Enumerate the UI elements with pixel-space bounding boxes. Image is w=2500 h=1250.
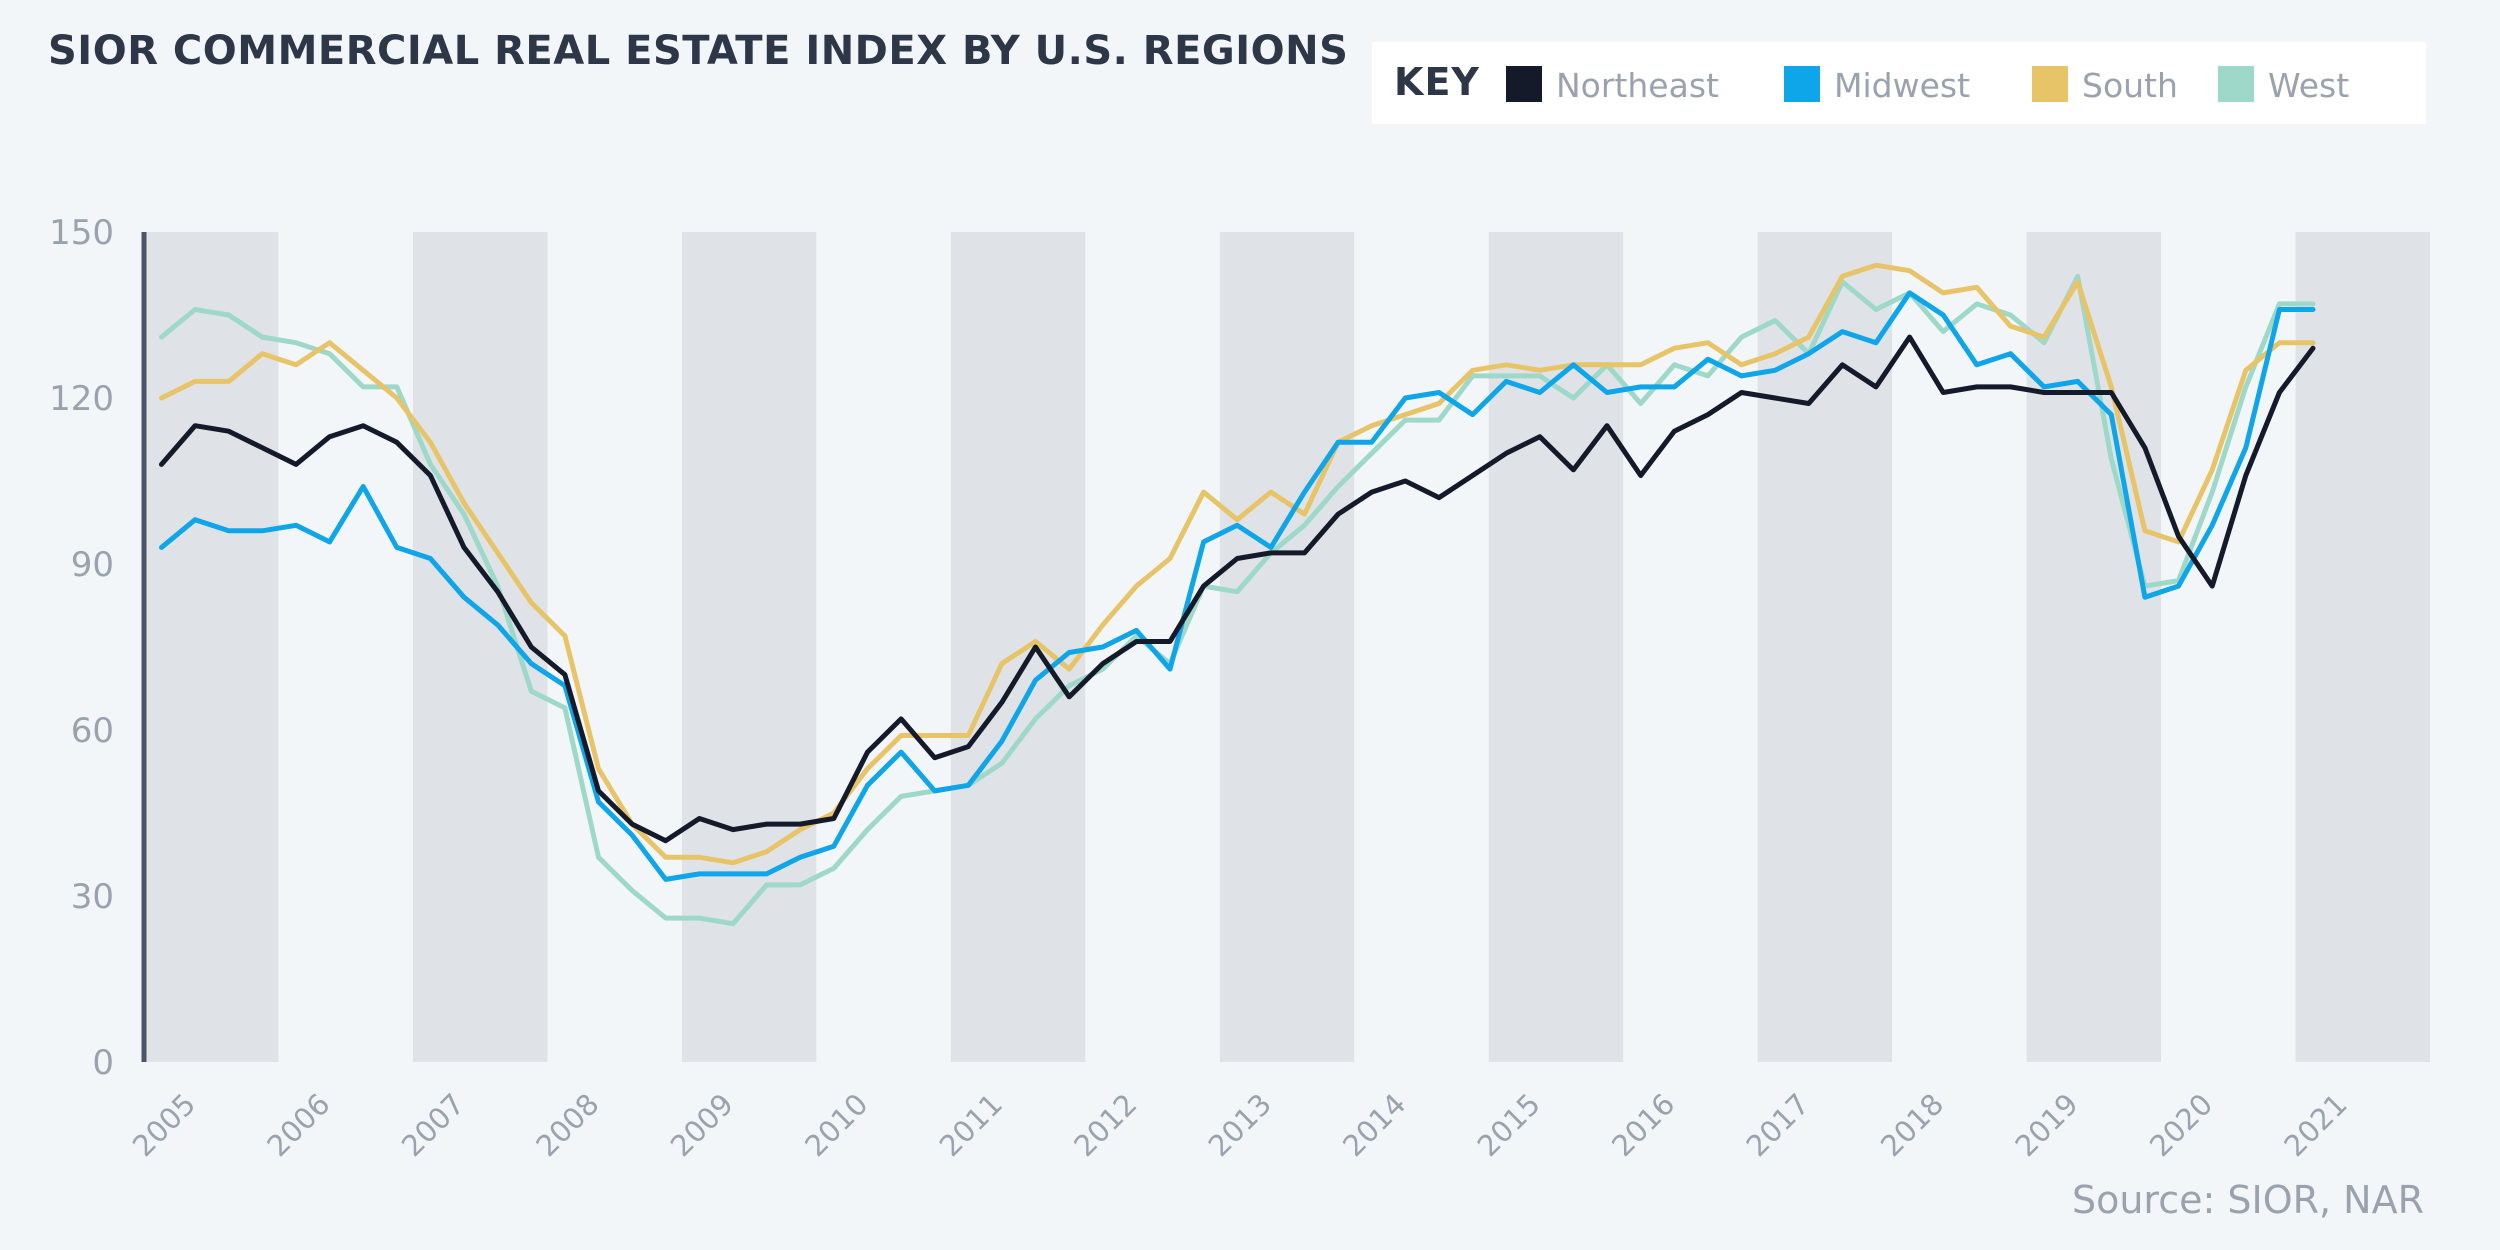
x-tick-label-2017: 2017 [1740,1087,1816,1163]
series-line-northeast [159,334,2316,844]
legend: KEY Northeast Midwest South West [1372,42,2426,124]
legend-key-label: KEY [1394,60,1480,104]
y-tick-label-60: 60 [71,711,114,751]
x-tick-label-2011: 2011 [933,1087,1009,1163]
x-tick-label-2016: 2016 [1605,1087,1681,1163]
x-tick-label-2014: 2014 [1336,1087,1412,1163]
year-band-2009 [681,232,817,1062]
x-tick-label-2020: 2020 [2143,1087,2219,1163]
x-tick-label-2009: 2009 [664,1087,740,1163]
legend-swatch-northeast [1506,66,1542,102]
year-bands [144,232,2430,1062]
legend-swatch-south [2032,66,2068,102]
year-band-2007 [412,232,548,1062]
legend-label-south: South [2082,66,2178,105]
x-tick-label-2015: 2015 [1471,1087,1547,1163]
series-line-west [159,273,2316,927]
year-band-2015 [1488,232,1624,1062]
year-band-2021 [2295,232,2430,1062]
x-tick-label-2007: 2007 [395,1087,471,1163]
x-tick-label-2018: 2018 [1874,1087,1950,1163]
y-tick-label-90: 90 [71,545,114,585]
series-line-midwest [159,290,2316,882]
year-band-2017 [1757,232,1893,1062]
legend-swatch-west [2218,66,2254,102]
legend-label-northeast: Northeast [1556,66,1719,105]
y-tick-label-150: 150 [49,213,114,253]
y-tick-label-0: 0 [92,1043,114,1083]
year-band-2013 [1219,232,1355,1062]
x-tick-label-2006: 2006 [260,1087,336,1163]
x-tick-label-2005: 2005 [126,1087,202,1163]
x-tick-label-2010: 2010 [798,1087,874,1163]
y-tick-label-120: 120 [49,379,114,419]
source-note: Source: SIOR, NAR [2071,1178,2424,1222]
x-tick-label-2013: 2013 [1202,1087,1278,1163]
x-tick-label-2021: 2021 [2277,1087,2353,1163]
legend-label-midwest: Midwest [1834,66,1971,105]
x-tick-label-2008: 2008 [529,1087,605,1163]
legend-swatch-midwest [1784,66,1820,102]
series-line-south [159,262,2316,866]
year-band-2005 [144,232,279,1062]
chart-title: SIOR COMMERCIAL REAL ESTATE INDEX BY U.S… [48,28,1349,74]
y-tick-label-30: 30 [71,877,114,917]
year-band-2011 [950,232,1086,1062]
legend-label-west: West [2268,66,2350,105]
x-tick-label-2019: 2019 [2009,1087,2085,1163]
x-tick-label-2012: 2012 [1067,1087,1143,1163]
